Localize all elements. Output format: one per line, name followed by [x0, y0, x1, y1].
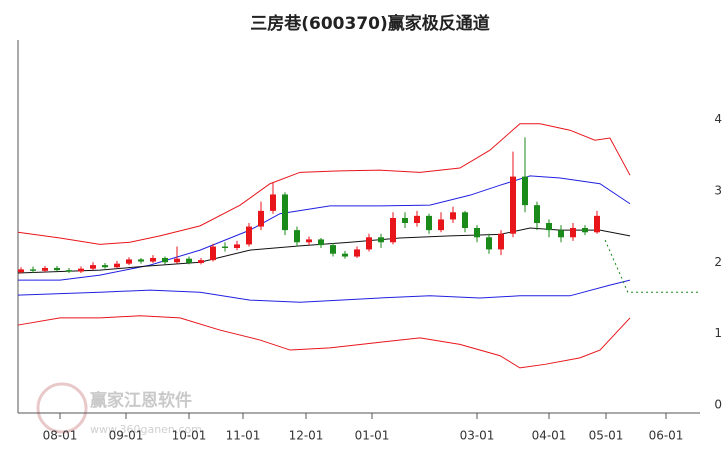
- candle-body: [474, 227, 480, 238]
- candle-body: [402, 218, 408, 223]
- x-tick-label: 01-01: [355, 429, 390, 443]
- candle-body: [582, 227, 588, 233]
- candle-body: [138, 259, 144, 262]
- candle-body: [294, 230, 300, 243]
- band-line: [17, 123, 631, 245]
- chart-title: 三房巷(600370)赢家极反通道: [250, 13, 490, 34]
- band-line: [604, 239, 699, 293]
- candle-body: [558, 230, 564, 238]
- candle-body: [174, 258, 180, 263]
- y-tick-label: 1: [714, 326, 722, 340]
- candle-body: [258, 210, 264, 227]
- candle-body: [438, 219, 444, 231]
- candle-body: [462, 212, 468, 228]
- candle-body: [510, 176, 516, 234]
- candle-body: [114, 263, 120, 268]
- candle-body: [594, 215, 600, 233]
- candle-body: [246, 226, 252, 245]
- candle-body: [330, 245, 336, 254]
- candle-body: [498, 233, 504, 250]
- candle-body: [486, 237, 492, 250]
- candle-body: [414, 215, 420, 223]
- candle-body: [354, 249, 360, 257]
- candle-body: [522, 176, 528, 206]
- candle-body: [306, 239, 312, 243]
- band-line: [18, 175, 631, 281]
- x-tick-label: 05-01: [589, 429, 624, 443]
- candle-body: [234, 244, 240, 248]
- candle-body: [318, 239, 324, 246]
- watermark: 赢家江恩软件 www.360ganen.com: [36, 382, 202, 436]
- candle-body: [390, 218, 396, 243]
- x-tick-label: 11-01: [226, 429, 261, 443]
- x-tick-label: 06-01: [649, 429, 684, 443]
- y-tick-label: 0: [714, 398, 722, 412]
- candle-body: [186, 258, 192, 263]
- x-tick-label: 09-01: [109, 429, 144, 443]
- candle-body: [450, 212, 456, 220]
- x-tick-label: 08-01: [43, 429, 78, 443]
- candle-body: [18, 269, 24, 273]
- candle-body: [198, 260, 204, 263]
- x-tick-label: 03-01: [460, 429, 495, 443]
- watermark-url: www.360ganen.com: [90, 423, 202, 436]
- y-tick-label: 2: [714, 255, 722, 269]
- candle-body: [42, 267, 48, 271]
- candle-body: [90, 265, 96, 269]
- candle-body: [102, 265, 108, 268]
- x-tick-label: 04-01: [532, 429, 567, 443]
- candle-body: [66, 270, 72, 272]
- candle-body: [270, 194, 276, 211]
- candle-body: [162, 257, 168, 263]
- candle-body: [534, 205, 540, 223]
- candle-body: [222, 246, 228, 248]
- x-tick-label: 10-01: [172, 429, 207, 443]
- candle-body: [54, 267, 60, 271]
- watermark-text: 赢家江恩软件: [90, 390, 192, 411]
- y-tick-label: 3: [714, 183, 722, 197]
- candle-body: [30, 269, 36, 271]
- candle-body: [426, 215, 432, 231]
- candle-body: [342, 253, 348, 257]
- candle-body: [210, 246, 216, 261]
- candle-body: [366, 237, 372, 250]
- candle-body: [546, 223, 552, 231]
- candle-body: [282, 194, 288, 231]
- watermark-logo: [36, 382, 88, 434]
- band-line: [17, 279, 631, 303]
- candle-body: [150, 257, 156, 262]
- band-line: [17, 315, 631, 369]
- candle-body: [126, 259, 132, 264]
- candle-body: [378, 237, 384, 243]
- candle-body: [570, 227, 576, 238]
- x-tick-label: 12-01: [289, 429, 324, 443]
- candle-body: [78, 268, 84, 272]
- y-tick-label: 4: [714, 112, 722, 126]
- band-line: [17, 227, 631, 274]
